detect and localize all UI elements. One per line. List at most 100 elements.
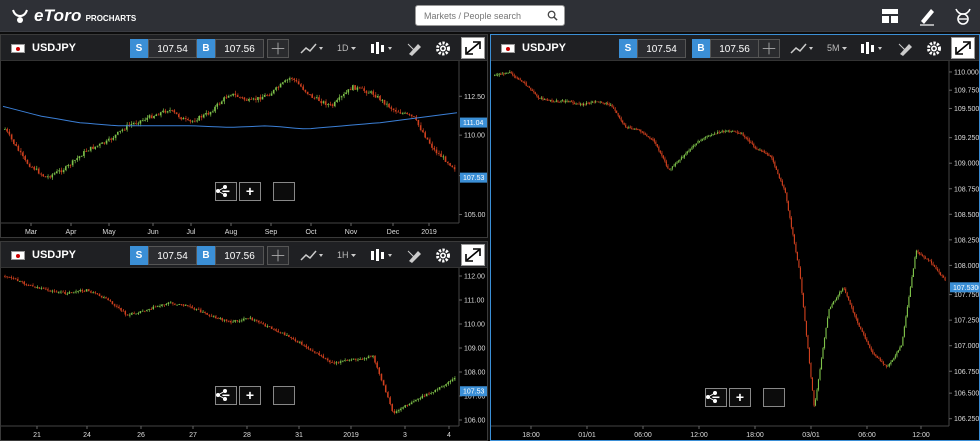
expand-button[interactable] — [461, 244, 485, 266]
candle-body — [184, 118, 187, 120]
candle-body — [305, 345, 307, 348]
candle-body — [537, 95, 539, 99]
etoro-logo[interactable]: eToro PROCHARTS — [10, 6, 136, 26]
candle-body — [338, 97, 341, 100]
x-tick-label: 18:00 — [746, 432, 764, 439]
candle-body — [324, 101, 327, 106]
candle-body — [671, 166, 673, 169]
timeframe-dropdown[interactable]: 1D — [337, 39, 358, 58]
candle-body — [616, 110, 618, 114]
candle-body — [69, 165, 72, 166]
x-tick-label: Apr — [66, 229, 78, 236]
candle-body — [600, 101, 603, 103]
candle-body — [96, 293, 99, 295]
timeframe-dropdown[interactable]: 5M — [827, 39, 849, 58]
candle-body — [175, 112, 178, 115]
chart-panel-5m[interactable]: USDJPY S 107.54 B 107.56 5M — [490, 34, 980, 441]
candle-body — [383, 99, 386, 105]
indicators-button[interactable] — [299, 39, 325, 58]
price-chart[interactable]: 110.0000 109.7500 109.5000 109.2500 109.0000… — [491, 61, 979, 440]
layout-icon[interactable] — [879, 5, 901, 27]
chart-panel-1d[interactable]: USDJPY S 107.54 B 107.56 1D — [0, 34, 488, 238]
candle-body — [297, 81, 300, 85]
x-tick-label: 18:00 — [522, 432, 540, 439]
search-box[interactable] — [415, 5, 565, 26]
crosshair-button[interactable] — [267, 246, 289, 265]
timeframe-dropdown[interactable]: 1H — [337, 246, 358, 265]
pencil-icon[interactable] — [916, 5, 938, 27]
candle-body — [354, 85, 356, 90]
y-tick-label: 108.5000 — [954, 212, 980, 219]
zoom-out-button[interactable]: − — [705, 388, 727, 407]
candle-body — [408, 114, 411, 115]
candle-body — [530, 87, 532, 90]
candle-body — [381, 99, 384, 101]
candle-body — [27, 285, 30, 286]
settings-button[interactable] — [434, 246, 452, 265]
candle-body — [504, 73, 506, 75]
candle-body — [255, 319, 258, 321]
candle-body — [196, 120, 198, 122]
candle-body — [42, 174, 45, 177]
buy-button[interactable]: B 107.56 — [197, 246, 264, 265]
candle-body — [558, 101, 560, 103]
chart-type-dropdown[interactable] — [369, 246, 395, 265]
candle-body — [840, 290, 842, 293]
zoom-out-button[interactable]: − — [215, 182, 237, 201]
candle-body — [10, 277, 12, 278]
candle-body — [720, 132, 722, 134]
zoom-in-button[interactable]: + — [239, 182, 261, 201]
expand-button[interactable] — [461, 37, 485, 59]
zoom-in-button[interactable]: + — [729, 388, 751, 407]
candle-body — [495, 74, 497, 76]
candle-body — [673, 165, 675, 167]
indicators-button[interactable] — [299, 246, 325, 265]
candle-body — [367, 356, 370, 359]
candle-body — [26, 160, 29, 164]
candle-body — [546, 99, 548, 101]
draw-tools-button[interactable] — [406, 246, 424, 265]
price-chart[interactable]: 112.50110.00107.50105.00MarAprMayJunJulA… — [1, 61, 487, 237]
buy-button[interactable]: B 107.56 — [197, 39, 264, 58]
candle-body — [356, 359, 359, 361]
sell-button[interactable]: S 107.54 — [619, 39, 686, 58]
search-input[interactable] — [416, 6, 544, 25]
draw-tools-button[interactable] — [406, 39, 424, 58]
candle-body — [168, 110, 171, 112]
candle-body — [897, 350, 899, 353]
candle-body — [421, 395, 424, 399]
zoom-out-button[interactable]: − — [215, 386, 237, 405]
candle-body — [333, 101, 336, 107]
draw-tools-button[interactable] — [897, 39, 915, 58]
etoro-icon[interactable] — [952, 5, 974, 27]
candle-body — [905, 316, 907, 327]
chart-canvas[interactable]: 112.00 111.00 110.00 109.00 108.00 107.00 106.… — [1, 268, 488, 441]
share-button[interactable] — [216, 386, 295, 405]
sell-button[interactable]: S 107.54 — [130, 246, 197, 265]
chart-canvas[interactable]: 112.50110.00107.50105.00MarAprMayJunJulA… — [1, 61, 488, 238]
chart-type-dropdown[interactable] — [369, 39, 395, 58]
settings-button[interactable] — [925, 39, 943, 58]
chart-type-dropdown[interactable] — [859, 39, 885, 58]
candle-body — [275, 329, 277, 331]
crosshair-button[interactable] — [758, 39, 780, 58]
share-button[interactable] — [216, 182, 295, 201]
chart-panel-1h[interactable]: USDJPY S 107.54 B 107.56 1H — [0, 241, 488, 441]
crosshair-button[interactable] — [267, 39, 289, 58]
buy-button[interactable]: B 107.56 — [692, 39, 759, 58]
indicators-button[interactable] — [789, 39, 815, 58]
search-icon[interactable] — [547, 10, 558, 21]
chart-canvas[interactable]: 110.0000 109.7500 109.5000 109.2500 109.0000… — [491, 61, 980, 441]
candle-body — [652, 138, 654, 140]
candle-body — [920, 253, 922, 255]
expand-button[interactable] — [951, 37, 975, 59]
sell-button[interactable]: S 107.54 — [130, 39, 197, 58]
price-chart[interactable]: 112.00 111.00 110.00 109.00 108.00 107.00 106.… — [1, 268, 487, 440]
share-button[interactable] — [706, 388, 785, 407]
candle-body — [83, 291, 86, 293]
candle-body — [451, 379, 454, 382]
candle-body — [665, 161, 667, 166]
candle-body — [662, 155, 664, 159]
settings-button[interactable] — [434, 39, 452, 58]
zoom-in-button[interactable]: + — [239, 386, 261, 405]
